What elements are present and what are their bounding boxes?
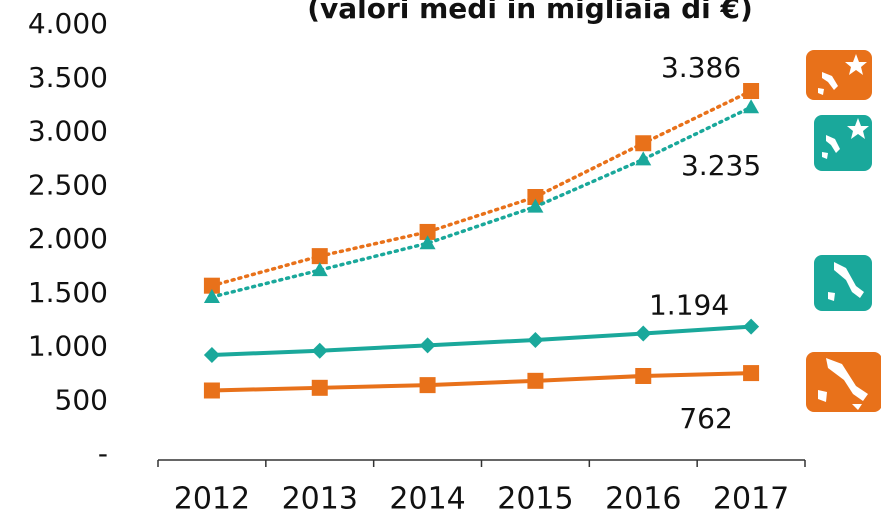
y-tick-label: 2.000	[28, 222, 108, 255]
y-tick-label: 4.000	[28, 7, 108, 40]
marker	[527, 198, 544, 213]
marker	[311, 379, 328, 396]
marker	[527, 372, 544, 389]
series-line	[210, 105, 753, 299]
marker	[527, 331, 544, 348]
y-tick-label: -	[98, 437, 108, 470]
data-label: 1.194	[649, 289, 729, 322]
data-label: 3.386	[661, 51, 741, 84]
icon-shape	[828, 262, 864, 301]
marker	[635, 151, 652, 166]
marker	[419, 223, 436, 240]
icon-shape	[822, 135, 840, 159]
y-tick-label: 2.500	[28, 168, 108, 201]
series-line	[209, 324, 754, 358]
marker	[419, 337, 436, 354]
series-line	[210, 89, 753, 288]
marker	[743, 365, 760, 382]
marker	[527, 189, 544, 205]
icon-italy-star-orange	[806, 50, 872, 100]
x-tick-label: 2015	[497, 482, 573, 517]
data-label: 3.235	[681, 149, 761, 182]
marker	[311, 342, 328, 359]
x-tick-label: 2016	[605, 482, 681, 517]
chart-title: (valori medi in migliaia di €)	[307, 0, 753, 25]
icon-star	[845, 54, 867, 75]
icon-shape	[818, 72, 838, 95]
icon-italy-teal	[814, 255, 872, 311]
marker	[635, 325, 652, 342]
y-tick-label: 1.000	[28, 330, 108, 363]
y-tick-label: 3.000	[28, 115, 108, 148]
x-tick-label: 2012	[174, 482, 250, 517]
y-tick-label: 1.500	[28, 276, 108, 309]
marker	[743, 83, 760, 100]
marker	[419, 235, 436, 250]
marker	[743, 99, 760, 114]
series-line	[209, 371, 754, 393]
icon-shape	[818, 358, 868, 410]
x-tick-label: 2014	[389, 482, 465, 517]
marker	[419, 377, 436, 394]
marker	[311, 248, 328, 265]
marker	[635, 135, 652, 152]
marker	[743, 318, 760, 335]
x-tick-label: 2013	[282, 482, 358, 517]
y-tick-label: 3.500	[28, 61, 108, 94]
marker	[311, 262, 328, 277]
marker	[203, 277, 220, 294]
icon-italy-orange	[806, 352, 881, 412]
marker	[203, 382, 220, 399]
icon-italy-star-teal	[814, 115, 872, 171]
icon-star	[847, 118, 869, 139]
y-tick-label: 500	[55, 383, 108, 416]
marker	[203, 347, 220, 364]
x-tick-label: 2017	[713, 482, 789, 517]
data-label: 762	[679, 402, 732, 435]
legend-icons	[806, 50, 881, 412]
marker	[203, 288, 220, 303]
marker	[635, 367, 652, 384]
